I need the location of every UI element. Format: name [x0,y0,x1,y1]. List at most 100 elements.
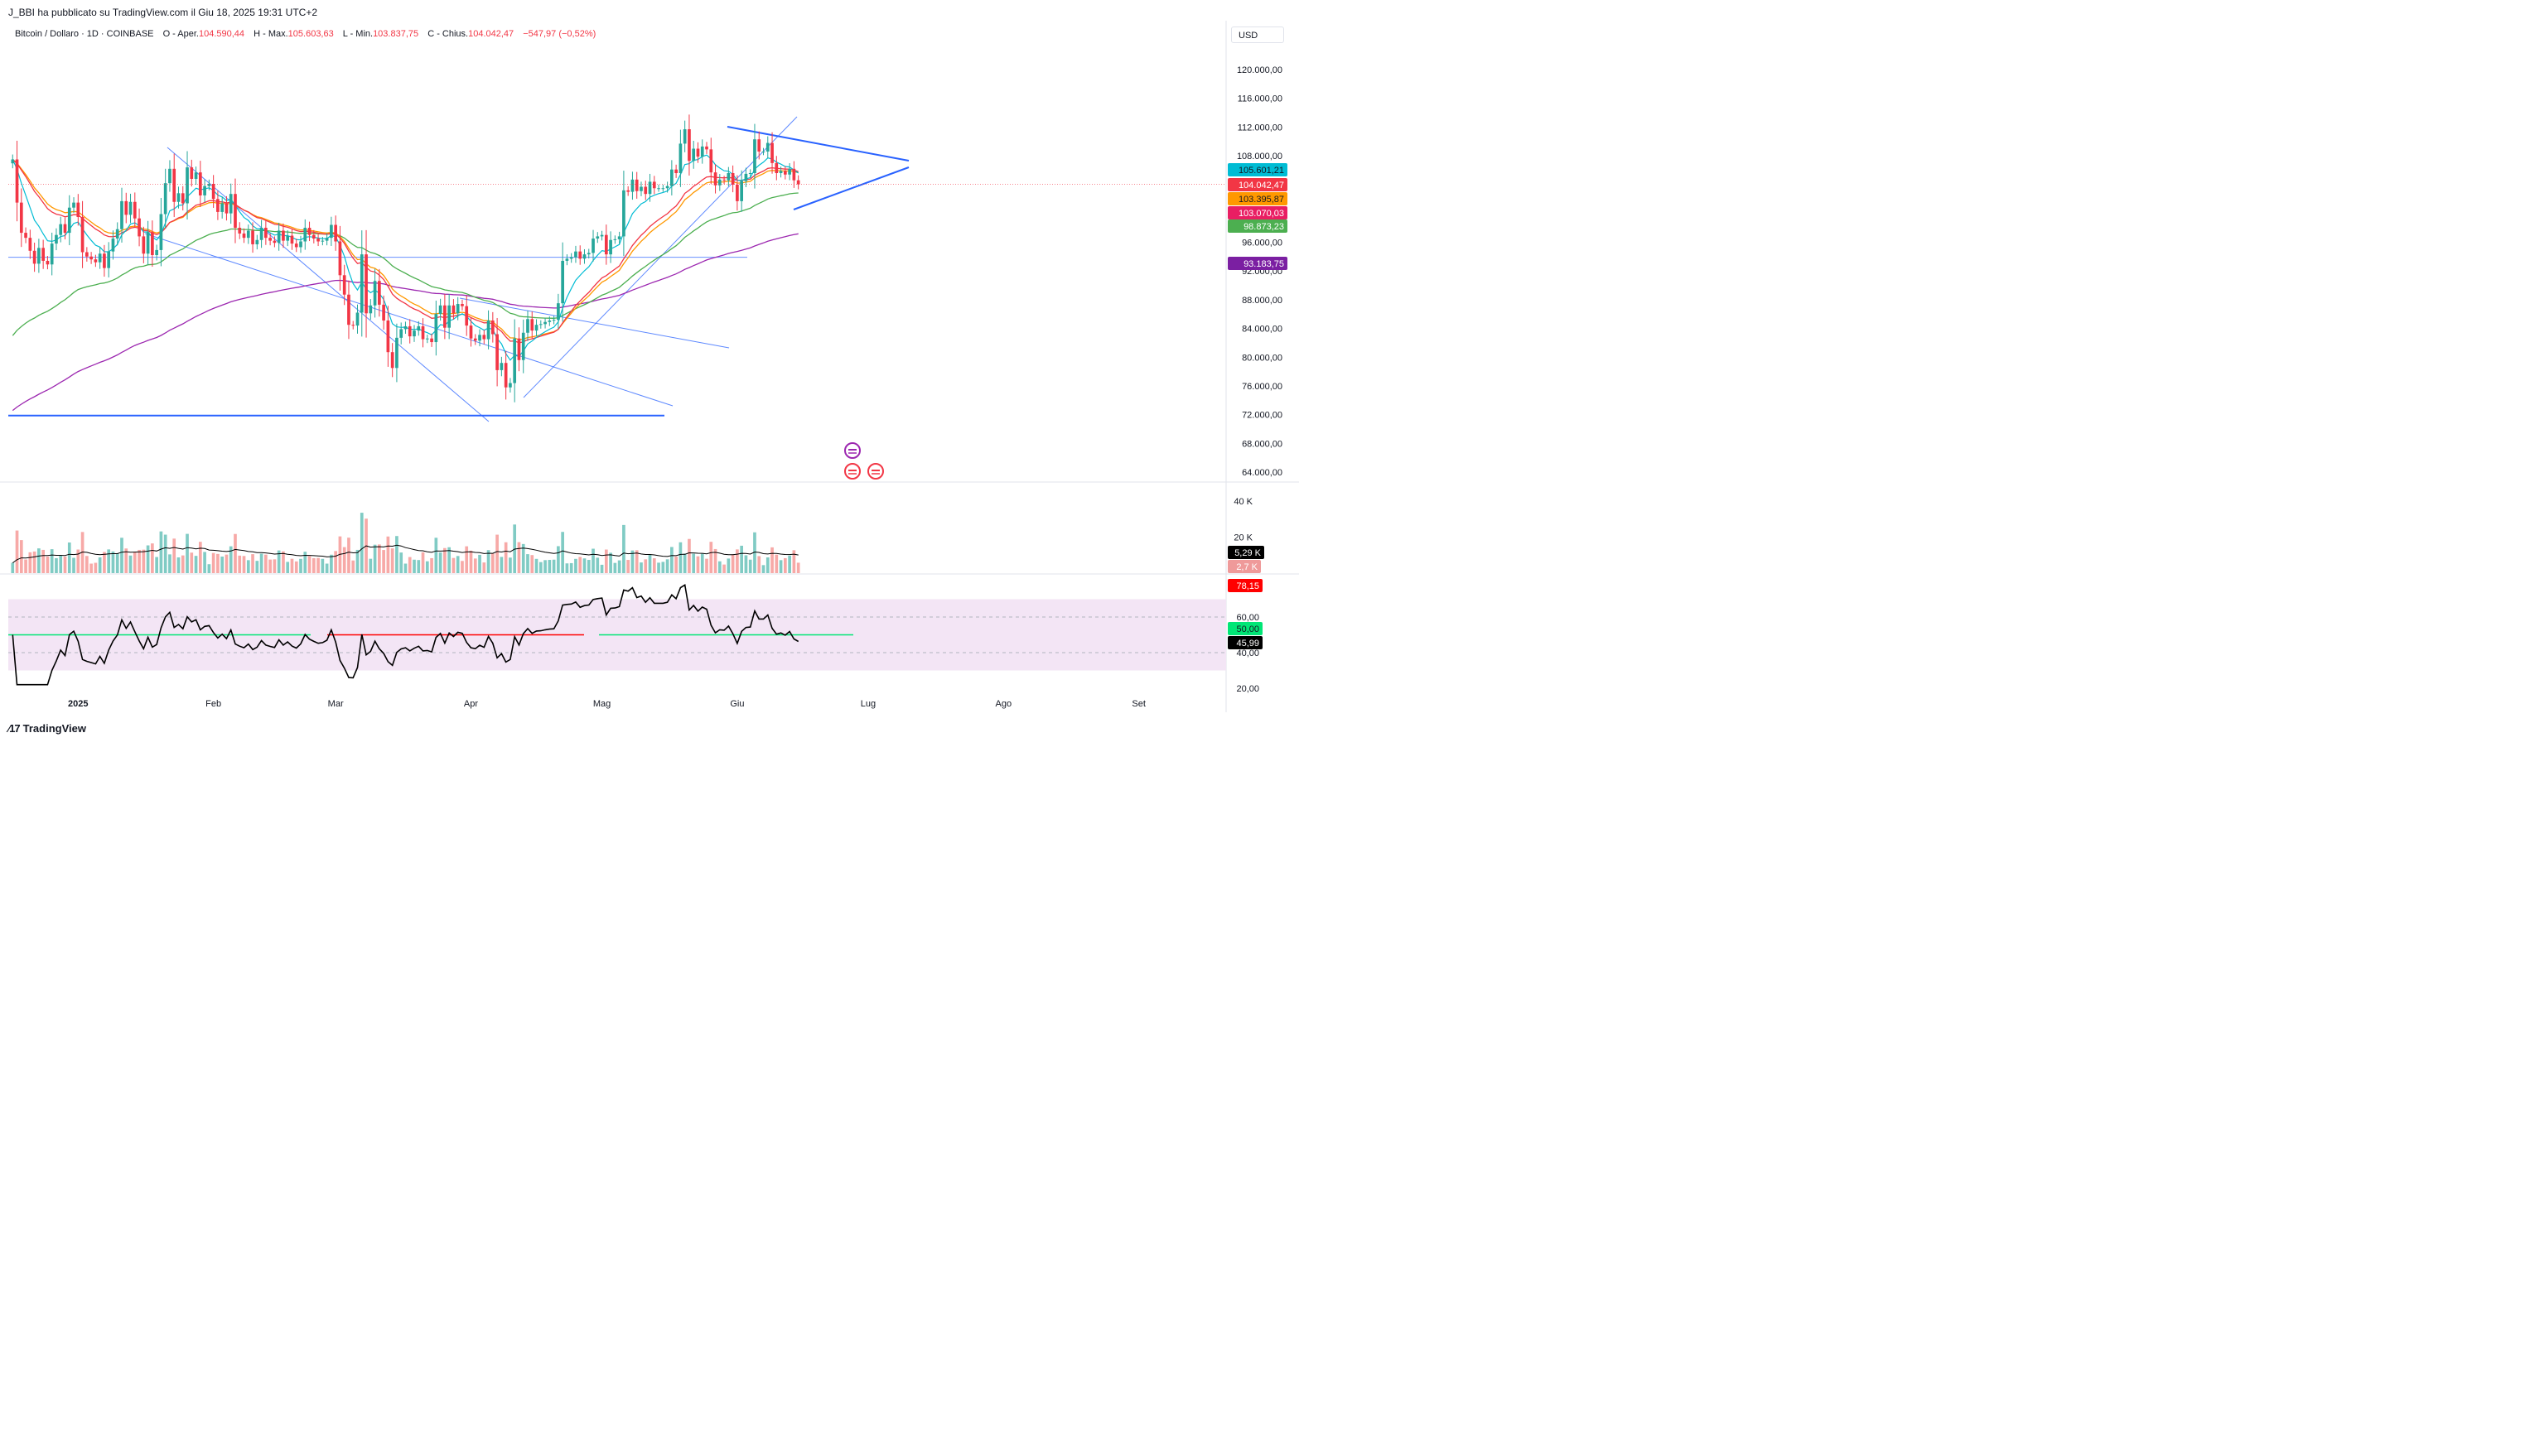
candle [181,193,185,204]
candle [311,234,316,239]
candle [24,233,27,239]
trendline [727,126,910,162]
volume-bar [543,560,547,573]
volume-bar [770,547,774,573]
candle [146,232,150,254]
currency-button[interactable]: USD [1231,27,1284,43]
candle [321,240,325,242]
trendline [167,147,490,422]
volume-bar [107,549,111,573]
time-axis-label: Set [1132,699,1146,709]
candle [574,251,577,258]
candle [592,239,595,253]
volume-bar [700,553,704,573]
candle [72,202,75,208]
price-tick-label: 96.000,00 [1242,238,1282,248]
candle [290,235,294,244]
price-tick-label: 88.000,00 [1242,296,1282,306]
volume-bar [731,554,735,573]
open-label: O - Aper. [162,29,199,39]
volume-bar [569,562,573,573]
time-axis-label: Mar [328,699,344,709]
candle [569,257,573,259]
candle [98,253,102,263]
symbol-name[interactable]: Bitcoin / Dollaro · 1D · COINBASE [15,29,154,39]
volume-bar [98,557,102,573]
volume-bar [447,547,451,573]
volume-bar [37,548,41,573]
candle [67,207,71,234]
volume-bar [613,562,617,573]
candle [120,200,123,229]
volume-bar [403,563,408,573]
volume-bar [530,555,534,573]
volume-bar [626,560,630,573]
volume-bar [133,552,137,573]
volume-bar [592,548,595,573]
candle [792,168,796,181]
candle [251,230,254,244]
volume-bar [307,556,311,573]
time-axis-label: Apr [464,699,478,709]
volume-bar [661,562,665,573]
volume-bar [465,546,469,573]
candle [565,258,569,261]
candle [744,173,748,181]
volume-bar [640,562,643,573]
candle [717,179,722,186]
volume-bar [413,559,416,573]
candle [465,306,469,326]
brand-name: TradingView [22,722,86,735]
price-tick-label: 68.000,00 [1242,439,1282,449]
volume-bar [408,557,412,573]
price-badge-bg [1228,163,1287,176]
candle [273,240,277,243]
tradingview-logo: ⁄17 TradingView [8,722,86,735]
high-value: 105.603,63 [287,29,334,39]
volume-bar [172,538,176,573]
volume-bar [386,536,390,573]
candle [286,235,290,241]
volume-bar [194,556,198,573]
volume-bar [290,558,294,573]
candle [652,181,656,189]
volume-bar [688,538,691,573]
candle [609,239,612,255]
candle [692,148,696,162]
rsi-tick-label: 20,00 [1236,684,1259,694]
candle [32,250,36,264]
volume-bar [775,554,779,573]
time-axis-label: Ago [996,699,1012,709]
rsi-badge: 78,15 [1236,581,1259,591]
volume-tick-label: 20 K [1234,533,1253,543]
candle [447,305,451,328]
volume-bar [351,560,355,573]
volume-bar [683,553,687,573]
volume-bar [32,551,36,573]
volume-bar [181,555,185,573]
volume-bar [142,549,146,573]
candle [365,254,368,314]
volume-bar [648,554,652,573]
candle [688,129,691,162]
volume-bar [67,542,71,573]
candle [526,319,529,333]
volume-bar [509,557,512,573]
volume-bar [190,552,194,573]
volume-bar [238,555,242,573]
candle [578,251,582,259]
trendline [459,297,730,349]
volume-bar [705,558,708,573]
candle [425,338,429,340]
volume-bar [548,560,552,573]
candle [495,334,499,370]
candle [63,224,67,234]
volume-bar [434,538,438,573]
price-chart[interactable]: 120.000,00 116.000,00 112.000,00 108.000,00… [0,0,1299,743]
time-axis-label: Feb [205,699,221,709]
volume-ma-line [12,544,799,564]
candle [211,184,215,200]
volume-bar [538,562,543,573]
candle [268,238,272,241]
candle [530,319,534,331]
